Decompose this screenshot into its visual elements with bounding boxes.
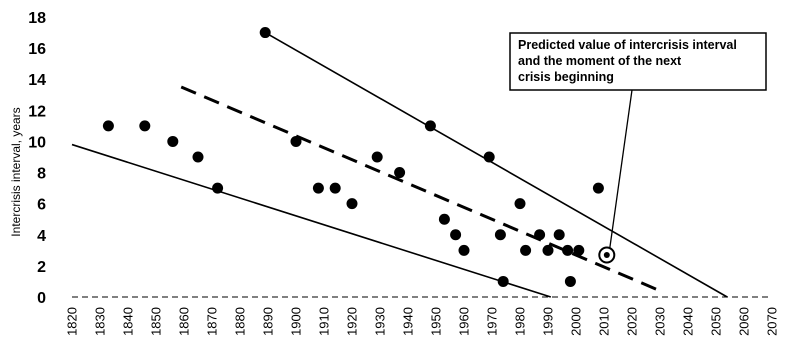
data-point [192, 151, 204, 163]
x-tick-label: 2010 [597, 307, 612, 336]
x-tick-label: 2060 [737, 307, 752, 336]
x-tick-label: 1930 [373, 307, 388, 336]
x-tick-label: 1940 [401, 307, 416, 336]
data-point [520, 244, 532, 256]
x-tick-label: 1900 [289, 307, 304, 336]
data-point [534, 229, 546, 241]
x-tick-label: 2030 [653, 307, 668, 336]
data-point [212, 182, 224, 194]
annotation-line: Predicted value of intercrisis interval [518, 38, 737, 52]
x-axis-ticks: 1820 1830 1840 1850 1860 1870 1880 1890 1900 1910… [65, 307, 780, 336]
y-tick-label: 2 [37, 259, 46, 276]
predicted-point-dot [603, 252, 610, 258]
x-tick-label: 1890 [261, 307, 276, 336]
solid-trend-line [71, 143, 552, 298]
y-tick-label: 8 [37, 166, 46, 183]
data-point [329, 182, 341, 194]
data-point [573, 244, 585, 256]
x-tick-label: 1860 [177, 307, 192, 336]
x-tick-label: 2050 [709, 307, 724, 336]
x-tick-label: 1830 [93, 307, 108, 336]
y-tick-label: 18 [28, 10, 46, 27]
annotation-line: crisis beginning [518, 70, 614, 84]
y-axis-ticks: 0 2 4 6 8 10 12 14 16 18 [28, 10, 46, 307]
x-tick-label: 1950 [429, 307, 444, 336]
data-point [438, 213, 450, 225]
x-tick-label: 1970 [485, 307, 500, 336]
dashed-trend-line [180, 85, 661, 293]
x-tick-label: 2020 [625, 307, 640, 336]
predicted-point [598, 246, 616, 264]
data-point [102, 120, 114, 132]
y-tick-label: 6 [37, 197, 46, 214]
y-axis-title: Intercrisis interval, years [9, 107, 23, 236]
data-point [542, 244, 554, 256]
data-point [458, 244, 470, 256]
y-tick-label: 4 [37, 228, 46, 245]
data-point [553, 229, 565, 241]
data-point [483, 151, 495, 163]
annotation: Predicted value of intercrisis interval … [509, 32, 767, 249]
y-tick-label: 10 [28, 134, 46, 151]
x-tick-label: 1850 [149, 307, 164, 336]
x-tick-label: 1880 [233, 307, 248, 336]
x-tick-label: 1920 [345, 307, 360, 336]
x-tick-label: 1840 [121, 307, 136, 336]
y-tick-label: 16 [28, 41, 46, 58]
trend-lines [71, 31, 728, 298]
data-point [290, 135, 302, 147]
x-tick-label: 2040 [681, 307, 696, 336]
x-tick-label: 1910 [317, 307, 332, 336]
data-point [514, 198, 526, 210]
data-point [562, 244, 574, 256]
x-tick-label: 1990 [541, 307, 556, 336]
data-point [139, 120, 151, 132]
data-points [102, 27, 604, 287]
x-tick-label: 1870 [205, 307, 220, 336]
x-tick-label: 2070 [765, 307, 780, 336]
data-point [371, 151, 383, 163]
data-point [259, 27, 271, 39]
y-tick-label: 0 [37, 290, 46, 307]
x-tick-label: 1960 [457, 307, 472, 336]
data-point [592, 182, 604, 194]
x-tick-label: 1820 [65, 307, 80, 336]
data-point [167, 135, 179, 147]
annotation-leader-line [609, 89, 633, 249]
data-point [450, 229, 462, 241]
data-point [394, 167, 406, 179]
data-point [564, 275, 576, 287]
data-point [497, 275, 509, 287]
x-tick-label: 1980 [513, 307, 528, 336]
solid-trend-line [264, 31, 728, 298]
annotation-box [509, 32, 767, 91]
x-tick-label: 2000 [569, 307, 584, 336]
y-tick-label: 14 [28, 72, 46, 89]
data-point [312, 182, 324, 194]
y-tick-label: 12 [28, 103, 46, 120]
data-point [346, 198, 358, 210]
data-point [494, 229, 506, 241]
annotation-line: and the moment of the next [518, 54, 682, 68]
data-point [424, 120, 436, 132]
